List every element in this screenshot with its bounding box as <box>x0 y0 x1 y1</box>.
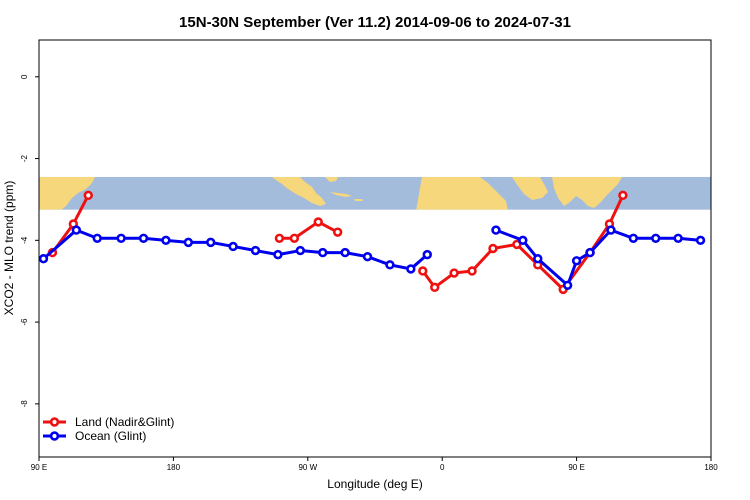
y-tick-label-3: -6 <box>20 318 29 326</box>
x-tick-label-1: 180 <box>167 463 181 472</box>
series-1-point-1-5 <box>585 247 595 258</box>
series-1-point-0-0 <box>38 254 49 264</box>
series-0-point-2-1 <box>430 282 440 293</box>
series-1-point-1-3 <box>562 280 573 290</box>
series-1-point-1-6 <box>606 225 616 235</box>
series-0-point-0-2 <box>83 190 93 201</box>
series-1-point-0-11 <box>295 245 306 256</box>
series-0-point-2-10 <box>618 190 628 201</box>
y-tick-label-0: 0 <box>20 74 29 79</box>
series-1-point-1-4 <box>571 256 582 266</box>
y-tick-label-1: -2 <box>20 154 29 162</box>
series-0-point-2-5 <box>512 239 522 250</box>
series-1-point-0-4 <box>138 233 149 243</box>
series-0-point-1-2 <box>313 217 323 227</box>
legend-marker-1 <box>49 431 60 441</box>
legend-label-0: Land (Nadir&Glint) <box>75 415 174 429</box>
series-1-point-1-10 <box>695 235 706 246</box>
series-1-point-0-9 <box>250 245 261 256</box>
series-0-point-1-0 <box>274 233 285 243</box>
series-0-point-1-1 <box>289 233 300 243</box>
series-1-point-1-1 <box>518 235 528 246</box>
series-0-point-2-0 <box>418 266 428 276</box>
x-tick-label-3: 0 <box>440 463 445 472</box>
series-0-point-1-3 <box>332 227 343 237</box>
series-1-point-0-10 <box>273 249 283 260</box>
x-tick-label-5: 180 <box>704 463 718 472</box>
series-0-point-2-2 <box>449 268 459 278</box>
series-1-point-0-6 <box>183 237 194 248</box>
legend-label-1: Ocean (Glint) <box>75 429 146 443</box>
series-1-point-1-9 <box>673 233 683 243</box>
series-1-point-0-8 <box>228 241 238 252</box>
series-1-point-0-14 <box>362 251 373 262</box>
series-1-point-0-1 <box>71 225 82 235</box>
world-map-band <box>39 176 711 210</box>
series-1-point-0-15 <box>385 260 395 270</box>
y-axis: 0 -2 -4 -6 -8 <box>20 74 39 407</box>
series-1-point-1-0 <box>491 225 501 235</box>
series-1-point-0-16 <box>406 264 416 274</box>
series-1 <box>38 225 706 290</box>
series-0-point-2-4 <box>488 243 498 254</box>
legend: Land (Nadir&Glint)Ocean (Glint) <box>43 415 174 443</box>
y-axis-label: XCO2 - MLO trend (ppm) <box>2 181 16 316</box>
x-tick-label-2: 90 W <box>298 463 317 472</box>
series-1-point-1-7 <box>628 233 639 243</box>
x-tick-label-4: 90 E <box>568 463 584 472</box>
x-axis-label: Longitude (deg E) <box>327 477 422 491</box>
series-1-point-1-2 <box>533 254 543 264</box>
series-1-point-0-17 <box>422 249 432 260</box>
legend-marker-0 <box>49 417 60 427</box>
series-1-point-0-12 <box>318 247 328 258</box>
series-1-point-0-2 <box>92 233 102 243</box>
series-0-line-1 <box>279 220 339 240</box>
series-1-point-0-7 <box>206 237 216 248</box>
map-land <box>39 177 622 210</box>
series-0-point-2-3 <box>467 266 477 276</box>
series-layer <box>38 190 706 295</box>
series-1-point-0-5 <box>161 235 171 246</box>
series-1-point-0-13 <box>340 247 350 258</box>
chart-title: 15N-30N September (Ver 11.2) 2014-09-06 … <box>179 14 571 31</box>
x-tick-label-0: 90 E <box>31 463 47 472</box>
x-axis: 90 E 180 90 W 0 90 E 180 <box>31 457 718 472</box>
series-1-point-0-3 <box>116 233 126 243</box>
y-tick-label-2: -4 <box>20 236 29 244</box>
plot-frame <box>38 39 712 458</box>
series-1-point-1-8 <box>651 233 661 243</box>
y-tick-label-4: -8 <box>20 400 29 408</box>
